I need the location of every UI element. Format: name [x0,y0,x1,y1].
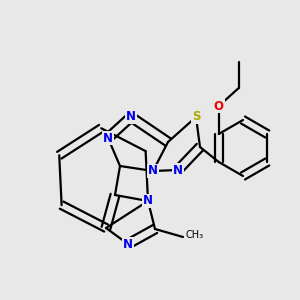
Text: S: S [192,110,200,124]
Text: N: N [126,110,136,124]
Text: N: N [173,164,183,176]
Text: N: N [148,164,158,178]
Text: N: N [123,238,133,250]
Text: O: O [214,100,224,112]
Text: N: N [103,131,113,145]
Text: CH₃: CH₃ [186,230,204,240]
Text: N: N [143,194,153,208]
